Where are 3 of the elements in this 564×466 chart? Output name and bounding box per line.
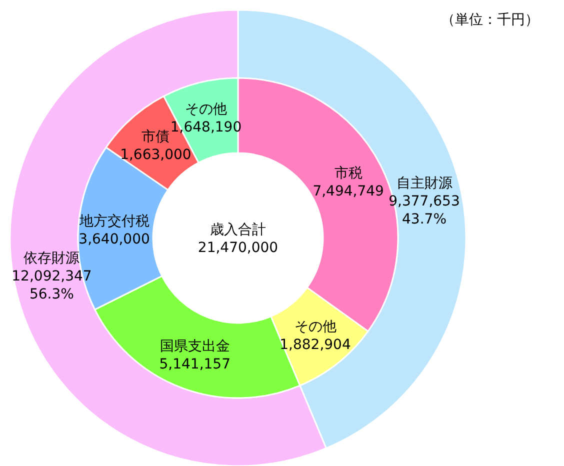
annotation: （単位：千円） bbox=[441, 12, 539, 28]
annotation: 21,470,000 bbox=[198, 240, 278, 256]
annotation: 歳入合計 bbox=[210, 222, 266, 238]
